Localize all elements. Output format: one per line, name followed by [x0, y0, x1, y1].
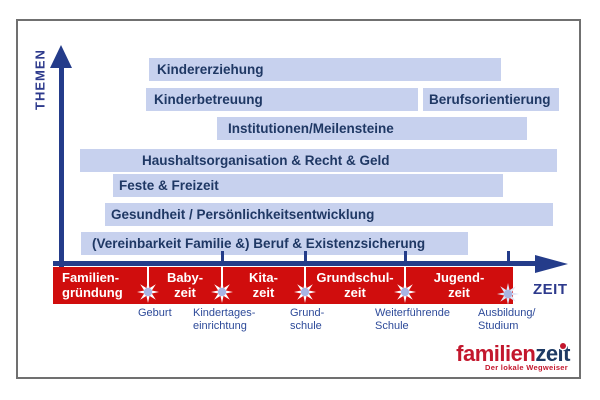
theme-bar-kinderbetreuung: Kinderbetreuung [146, 88, 418, 111]
theme-bar-feste-freizeit: Feste & Freizeit [113, 174, 503, 197]
milestone-star-icon [294, 281, 316, 303]
milestone-line: Studium [478, 319, 519, 332]
logo-tagline: Der lokale Wegweiser [485, 363, 568, 372]
x-axis-label: ZEIT [533, 281, 568, 298]
milestone-line: einrichtung [193, 319, 247, 332]
phase-divider [221, 267, 223, 287]
theme-bar-haushaltsorganisation: Haushaltsorganisation & Recht & Geld [80, 149, 557, 172]
phase-jugendzeit: Jugend- zeit [405, 267, 513, 304]
x-axis-line [53, 261, 541, 266]
phase-label-line1: Kita- [249, 270, 278, 285]
milestone-line: Geburt [138, 307, 172, 319]
phase-label-line2: zeit [174, 285, 196, 300]
phase-label-line2: gründung [62, 285, 123, 300]
phase-label-line1: Familien- [62, 270, 120, 285]
milestone-label-ausbildung-studium: Ausbildung/ Studium [478, 307, 536, 332]
x-axis-arrowhead-icon [535, 255, 568, 273]
milestone-line: Ausbildung/ [478, 307, 536, 319]
milestone-star-icon [211, 281, 233, 303]
y-axis-label: THEMEN [32, 49, 48, 110]
phase-label-line2: zeit [448, 285, 470, 300]
phase-kitazeit: Kita- zeit [222, 267, 305, 304]
phase-grundschulzeit: Grundschul- zeit [305, 267, 405, 304]
milestone-star-icon [497, 283, 519, 305]
milestone-star-icon [137, 281, 159, 303]
milestone-line: Kindertages- [193, 307, 256, 319]
phase-familiengruendung: Familien- gründung [53, 267, 148, 304]
theme-bar-vereinbarkeit-beruf: (Vereinbarkeit Familie &) Beruf & Existe… [81, 232, 468, 255]
milestone-label-weiterfuehrende-schule: Weiterführende Schule [375, 307, 450, 332]
phase-label-line1: Jugend- [433, 270, 485, 285]
phase-label-line2: zeit [344, 285, 366, 300]
axis-tick [507, 251, 510, 262]
timeline-bar [53, 267, 513, 304]
y-axis-line [59, 60, 64, 267]
milestone-label-kindertageseinrichtung: Kindertages- einrichtung [193, 307, 255, 332]
axis-tick [404, 251, 407, 262]
milestone-line: Schule [375, 319, 409, 332]
y-axis-arrowhead-icon [50, 45, 72, 68]
phase-label-line1: Grundschul- [316, 270, 394, 285]
milestone-label-grundschule: Grund- schule [290, 307, 324, 332]
phase-label-line2: zeit [252, 285, 275, 300]
theme-bar-kindererziehung: Kindererziehung [149, 58, 501, 81]
milestone-line: schule [290, 319, 322, 332]
theme-bar-berufsorientierung: Berufsorientierung [423, 88, 559, 111]
phase-label-line1: Baby- [166, 270, 204, 285]
milestone-line: Weiterführende [375, 307, 451, 319]
milestone-line: Grund- [290, 307, 325, 319]
logo-red-dot-icon [560, 343, 566, 349]
phase-babyzeit: Baby- zeit [148, 267, 222, 304]
theme-bar-gesundheit: Gesundheit / Persönlichkeitsentwicklung [105, 203, 553, 226]
phase-divider [304, 267, 306, 287]
milestone-label-geburt: Geburt [138, 307, 172, 320]
axis-tick [304, 251, 307, 262]
theme-bar-institutionen-meilensteine: Institutionen/Meilensteine [217, 117, 527, 140]
axis-tick [221, 251, 224, 262]
milestone-star-icon [394, 281, 416, 303]
phase-divider [147, 267, 149, 287]
logo-word-familien: familien [456, 341, 536, 366]
phase-divider [404, 267, 406, 287]
